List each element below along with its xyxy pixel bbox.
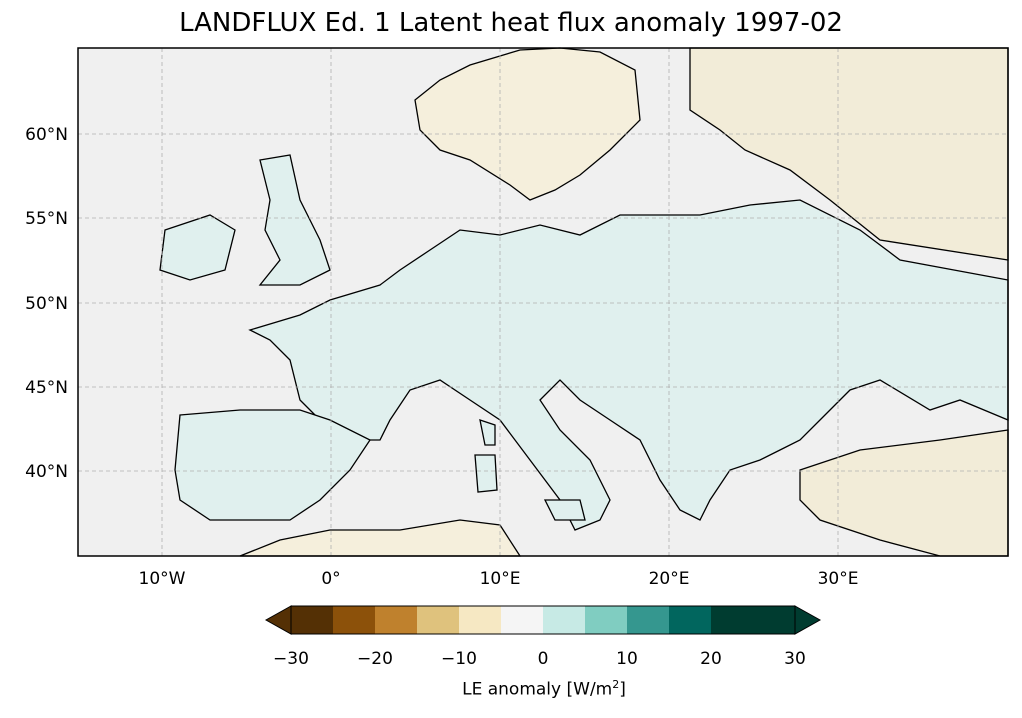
colorbar-tick-label: −20 — [357, 649, 393, 669]
colorbar-cell — [501, 606, 543, 634]
colorbar-label-sup: 2 — [612, 678, 620, 691]
colorbar: −30 −20 −10 0 10 20 30 — [264, 605, 822, 669]
colorbar-tick-label: 30 — [784, 649, 806, 669]
map-frame — [77, 47, 1009, 557]
great-britain — [258, 154, 331, 286]
corsica — [479, 419, 496, 446]
lon-tick-label: 20°E — [649, 569, 690, 589]
lat-tick-label: 55°N — [25, 209, 68, 229]
gridlines — [78, 48, 1008, 556]
land-masses — [159, 47, 1009, 557]
lat-tick-label: 40°N — [25, 462, 68, 482]
colorbar-cell — [711, 606, 753, 634]
colorbar-cell — [753, 606, 795, 634]
lat-tick-label: 45°N — [25, 378, 68, 398]
colorbar-label-end: ] — [619, 679, 626, 700]
colorbar-tick-labels: −30 −20 −10 0 10 20 30 — [273, 649, 806, 669]
colorbar-tick-label: 0 — [538, 649, 549, 669]
lon-tick-label: 10°W — [139, 569, 186, 589]
map-title: LANDFLUX Ed. 1 Latent heat flux anomaly … — [179, 8, 843, 38]
colorbar-cell — [585, 606, 627, 634]
colorbar-tick-label: −30 — [273, 649, 309, 669]
iberia — [174, 409, 371, 521]
colorbar-label: LE anomaly [W/m2] — [0, 678, 1022, 700]
scandinavia — [414, 47, 641, 201]
colorbar-tick-label: −10 — [441, 649, 477, 669]
sicily — [543, 499, 586, 521]
colorbar-label-main: LE anomaly [W/m — [462, 679, 613, 700]
colorbar-extend-right — [794, 605, 822, 635]
colorbar-cell — [333, 606, 375, 634]
lat-tick-label: 60°N — [25, 125, 68, 145]
colorbar-cell — [669, 606, 711, 634]
lon-tick-label: 30°E — [818, 569, 859, 589]
north-africa — [239, 519, 522, 557]
continental-europe — [248, 199, 1009, 531]
lat-tick-label: 50°N — [25, 294, 68, 314]
colorbar-cell — [375, 606, 417, 634]
lat-tick-labels: 60°N 55°N 50°N 45°N 40°N — [25, 125, 68, 482]
colorbar-extend-left — [264, 605, 292, 635]
colorbar-tick-label: 20 — [700, 649, 722, 669]
colorbar-cell — [543, 606, 585, 634]
colorbar-cells — [290, 605, 796, 635]
sardinia — [474, 454, 498, 493]
colorbar-cell — [459, 606, 501, 634]
lon-tick-labels: 10°W 0° 10°E 20°E 30°E — [139, 569, 859, 589]
colorbar-label-text: LE anomaly [W/m2] — [462, 678, 626, 700]
colorbar-tick-label: 10 — [616, 649, 638, 669]
lon-tick-label: 0° — [321, 569, 340, 589]
colorbar-cell — [417, 606, 459, 634]
ireland — [159, 214, 236, 281]
colorbar-cell — [627, 606, 669, 634]
lon-tick-label: 10°E — [480, 569, 521, 589]
colorbar-cell — [291, 606, 333, 634]
